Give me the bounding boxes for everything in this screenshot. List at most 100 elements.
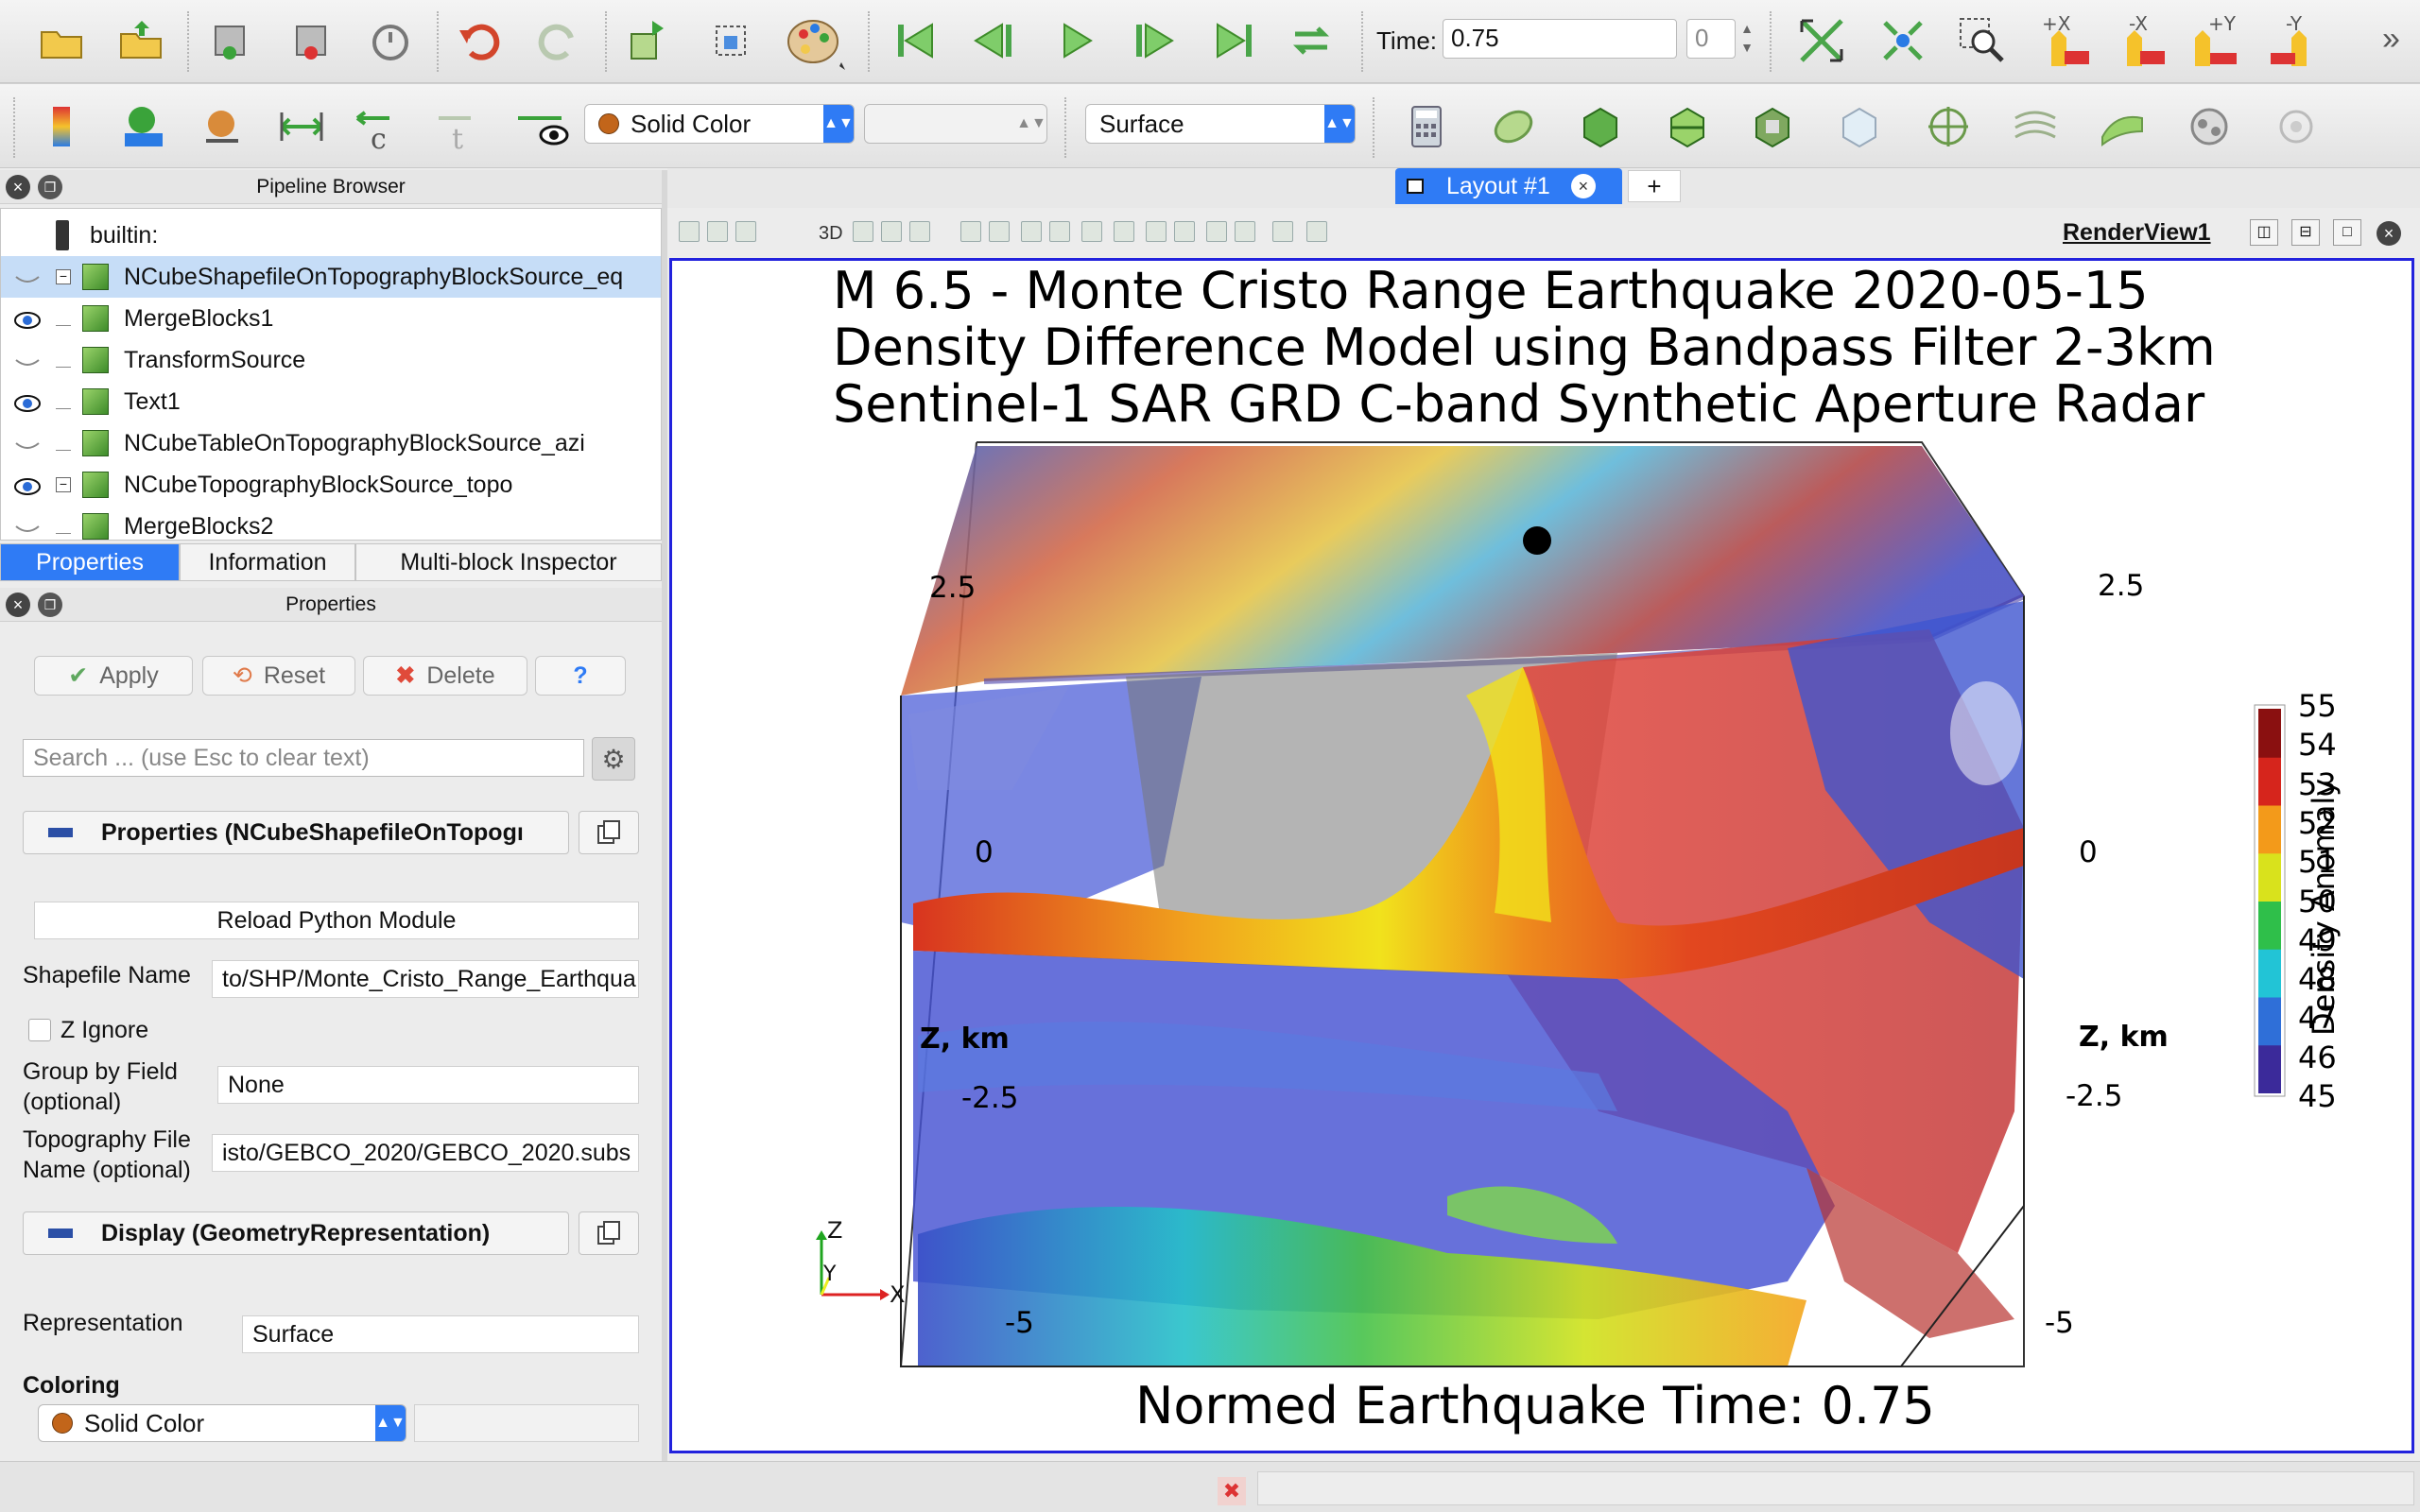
time-spinner[interactable]: ▲ ▼	[1740, 21, 1754, 55]
loop-icon[interactable]	[1284, 13, 1339, 68]
undo-icon[interactable]	[452, 13, 507, 68]
render-view-name[interactable]: RenderView1	[2063, 219, 2211, 246]
warp-icon[interactable]	[2095, 99, 2150, 154]
link-camera-icon[interactable]	[707, 221, 728, 242]
add-layout-button[interactable]: +	[1628, 170, 1681, 202]
connect-icon[interactable]	[202, 13, 257, 68]
reset-camera-small-icon[interactable]	[679, 221, 700, 242]
eye-open-icon[interactable]	[14, 309, 41, 329]
close-view-icon[interactable]: ×	[2377, 221, 2401, 246]
select-icon[interactable]	[703, 13, 758, 68]
edit-colormap-icon[interactable]	[115, 99, 170, 154]
maximize-icon[interactable]: □	[2333, 219, 2361, 246]
output-messages-icon[interactable]: ✖	[1218, 1477, 1246, 1505]
delete-button[interactable]: ✖ Delete	[363, 656, 527, 696]
time-input[interactable]: 0.75	[1443, 19, 1677, 59]
representation-select[interactable]: Surface	[242, 1315, 639, 1353]
extract-subset-icon[interactable]	[1832, 99, 1887, 154]
toolbar-overflow-icon[interactable]: »	[2382, 21, 2400, 57]
last-frame-icon[interactable]	[1206, 13, 1261, 68]
rescale-temporal-icon[interactable]: t	[431, 99, 486, 154]
eye-closed-icon[interactable]	[14, 434, 41, 453]
split-vertical-icon[interactable]: ⊟	[2291, 219, 2320, 246]
palette-icon[interactable]	[783, 9, 849, 72]
reset-button[interactable]: ⟲ Reset	[202, 656, 355, 696]
rescale-custom-icon[interactable]	[274, 99, 329, 154]
shapefile-name-field[interactable]: to/SHP/Monte_Cristo_Range_Earthqua	[212, 960, 639, 998]
view-plus-y-icon[interactable]: +Y	[2186, 9, 2248, 72]
next-frame-icon[interactable]	[1127, 13, 1182, 68]
zoom-to-box-icon[interactable]	[1955, 13, 2010, 68]
eye-closed-icon[interactable]	[14, 517, 41, 536]
split-horizontal-icon[interactable]: ◫	[2250, 219, 2278, 246]
eye-open-icon[interactable]	[14, 475, 41, 495]
expander-icon[interactable]: −	[56, 269, 71, 284]
close-tab-icon[interactable]: ×	[1570, 174, 1596, 198]
view-minus-y-icon[interactable]: -Y	[2263, 9, 2325, 72]
pipeline-tree[interactable]: builtin: − NCubeShapefileOnTopographyBloc…	[0, 208, 662, 541]
rescale-visible-range-icon[interactable]	[510, 97, 577, 152]
topography-file-field[interactable]: isto/GEBCO_2020/GEBCO_2020.subs	[212, 1134, 639, 1172]
representation-combo[interactable]: Surface ▲▼	[1085, 104, 1356, 144]
group-datasets-icon[interactable]	[2182, 99, 2237, 154]
shrink-selection-icon[interactable]	[1174, 221, 1195, 242]
rescale-visible-icon[interactable]: c	[350, 99, 405, 154]
z-ignore-checkbox[interactable]	[28, 1019, 51, 1041]
previous-frame-icon[interactable]	[966, 13, 1021, 68]
reset-range-icon[interactable]	[195, 99, 250, 154]
eye-open-icon[interactable]	[14, 392, 41, 412]
grow-selection-icon[interactable]	[1146, 221, 1167, 242]
coloring-select[interactable]: Solid Color ▲▼	[38, 1404, 406, 1442]
group-by-field-select[interactable]: None	[217, 1066, 639, 1104]
select-polygon-icon[interactable]	[1021, 221, 1042, 242]
tab-properties[interactable]: Properties	[0, 543, 180, 581]
view-minus-x-icon[interactable]: -X	[2110, 9, 2172, 72]
panel-splitter[interactable]	[662, 170, 667, 1461]
pipeline-item[interactable]: NCubeTableOnTopographyBlockSource_azi	[1, 422, 661, 464]
tab-multi-block-inspector[interactable]: Multi-block Inspector	[355, 543, 662, 581]
query-icon[interactable]	[1272, 221, 1293, 242]
clip-icon[interactable]	[1573, 99, 1628, 154]
close-icon[interactable]: ×	[6, 593, 30, 617]
contour-icon[interactable]	[1486, 99, 1541, 154]
render-view[interactable]: M 6.5 - Monte Cristo Range Earthquake 20…	[669, 258, 2414, 1453]
edit-ruler-icon[interactable]	[1306, 221, 1327, 242]
select-points-icon[interactable]	[909, 221, 930, 242]
pipeline-item[interactable]: MergeBlocks1	[1, 298, 661, 339]
pipeline-item[interactable]: MergeBlocks2	[1, 506, 661, 540]
color-legend-icon[interactable]	[34, 99, 89, 154]
glyph-icon[interactable]	[1921, 99, 1976, 154]
stream-tracer-icon[interactable]	[2008, 99, 2063, 154]
open-folder-icon[interactable]	[34, 13, 89, 68]
extract-level-icon[interactable]	[2269, 99, 2324, 154]
disconnect-icon[interactable]	[284, 13, 338, 68]
gear-icon[interactable]: ⚙	[592, 737, 635, 781]
pipeline-item[interactable]: − NCubeShapefileOnTopographyBlockSource_e…	[1, 256, 661, 298]
capture-icon[interactable]	[735, 221, 756, 242]
copy-icon[interactable]	[579, 811, 639, 854]
reload-python-module-button[interactable]: Reload Python Module	[34, 902, 639, 939]
expander-icon[interactable]: −	[56, 477, 71, 492]
load-state-icon[interactable]	[113, 13, 168, 68]
coloring-combo[interactable]: Solid Color ▲▼	[584, 104, 855, 144]
first-frame-icon[interactable]	[889, 13, 943, 68]
copy-icon[interactable]	[579, 1211, 639, 1255]
reset-camera-icon[interactable]	[1794, 13, 1849, 68]
redo-icon[interactable]	[531, 13, 586, 68]
calculator-icon[interactable]	[1399, 99, 1454, 154]
coloring-component-select[interactable]	[414, 1404, 639, 1442]
float-icon[interactable]: ❐	[38, 593, 62, 617]
apply-button[interactable]: ✔ Apply	[34, 656, 193, 696]
display-section-header[interactable]: Display (GeometryRepresentation)	[23, 1211, 569, 1255]
timer-icon[interactable]	[363, 13, 418, 68]
eye-closed-icon[interactable]	[14, 267, 41, 286]
pipeline-item[interactable]: TransformSource	[1, 339, 661, 381]
search-input[interactable]: Search ... (use Esc to clear text)	[23, 739, 584, 777]
camera-link-icon[interactable]	[620, 13, 675, 68]
tab-information[interactable]: Information	[180, 543, 355, 581]
threshold-icon[interactable]	[1745, 99, 1800, 154]
hover-cells-icon[interactable]	[1114, 221, 1134, 242]
time-index-input[interactable]: 0	[1686, 19, 1736, 59]
layout-tab[interactable]: Layout #1 ×	[1395, 168, 1622, 204]
select-frustum-icon[interactable]	[960, 221, 981, 242]
